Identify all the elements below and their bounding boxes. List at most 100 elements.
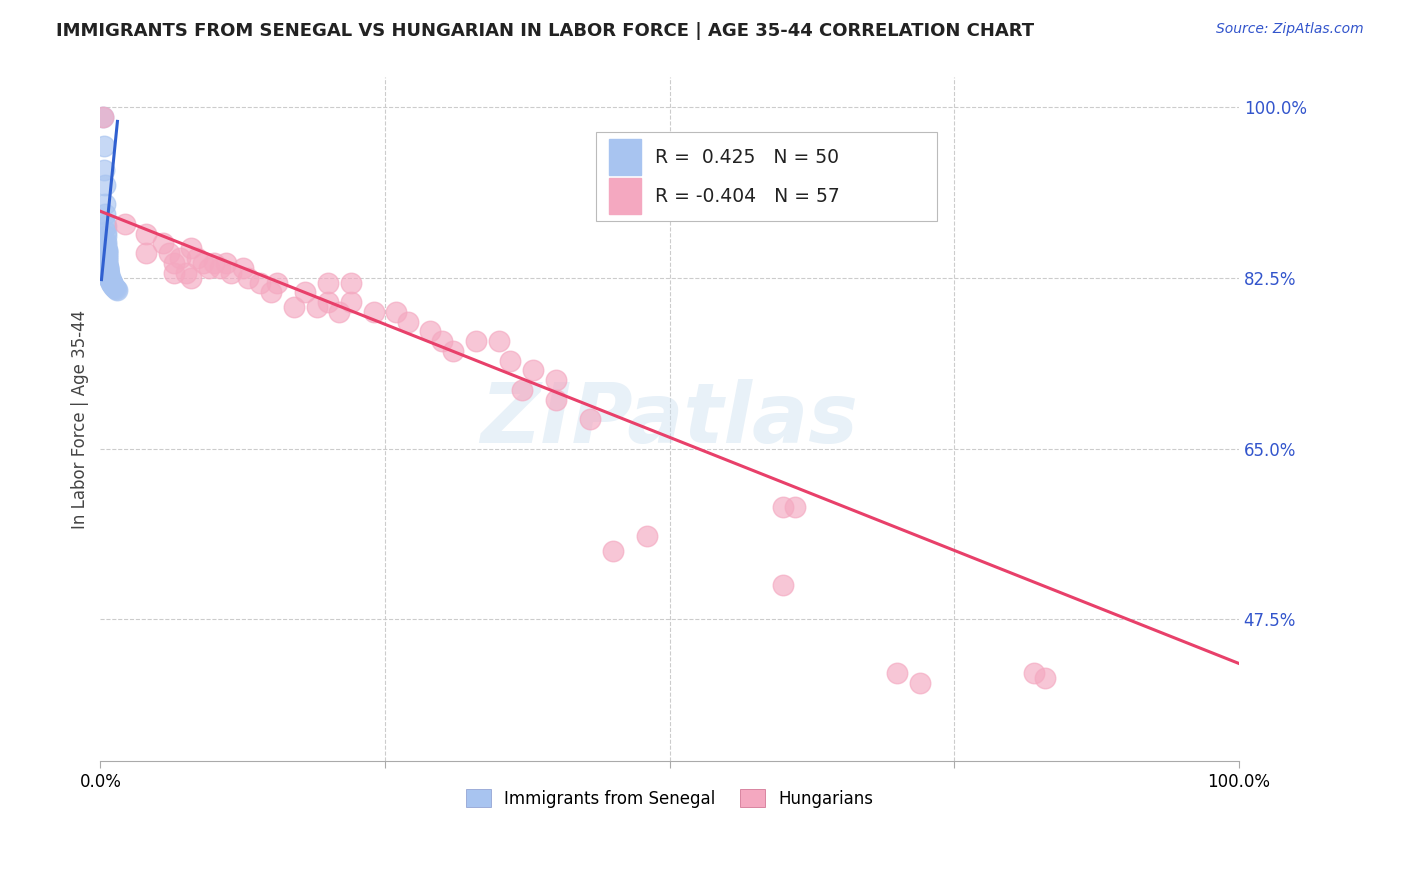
Point — [544, 373, 567, 387]
FancyBboxPatch shape — [609, 139, 641, 175]
Point — [105, 282, 128, 296]
Point — [96, 248, 118, 262]
Point — [180, 270, 202, 285]
Point — [101, 278, 124, 293]
Point — [363, 305, 385, 319]
Point — [772, 500, 794, 515]
Point — [783, 500, 806, 515]
Point — [94, 217, 117, 231]
Point — [94, 225, 117, 239]
Point — [328, 305, 350, 319]
Point — [214, 256, 236, 270]
Point — [96, 246, 118, 260]
Point — [636, 529, 658, 543]
Point — [202, 256, 225, 270]
Point — [94, 241, 117, 255]
Point — [465, 334, 488, 348]
Point — [441, 343, 464, 358]
Point — [94, 219, 117, 233]
Point — [249, 276, 271, 290]
Legend: Immigrants from Senegal, Hungarians: Immigrants from Senegal, Hungarians — [458, 783, 880, 814]
Point — [96, 258, 118, 272]
Point — [886, 666, 908, 681]
Point — [316, 295, 339, 310]
Point — [94, 238, 117, 252]
Point — [1033, 671, 1056, 685]
Point — [100, 277, 122, 292]
Point — [98, 267, 121, 281]
Point — [94, 235, 117, 249]
Point — [135, 246, 157, 260]
Point — [510, 383, 533, 397]
Point — [98, 268, 121, 282]
Point — [98, 270, 121, 285]
Point — [94, 243, 117, 257]
Point — [191, 256, 214, 270]
Point — [340, 276, 363, 290]
Point — [100, 277, 122, 291]
Point — [97, 263, 120, 277]
Y-axis label: In Labor Force | Age 35-44: In Labor Force | Age 35-44 — [72, 310, 89, 529]
Point — [544, 392, 567, 407]
Point — [283, 300, 305, 314]
Point — [96, 254, 118, 268]
Point — [94, 228, 117, 243]
Point — [385, 305, 408, 319]
Point — [96, 244, 118, 259]
Point — [522, 363, 544, 377]
Point — [100, 276, 122, 290]
Point — [96, 250, 118, 264]
Point — [163, 256, 186, 270]
Text: IMMIGRANTS FROM SENEGAL VS HUNGARIAN IN LABOR FORCE | AGE 35-44 CORRELATION CHAR: IMMIGRANTS FROM SENEGAL VS HUNGARIAN IN … — [56, 22, 1035, 40]
Point — [97, 264, 120, 278]
Point — [114, 217, 136, 231]
Point — [316, 276, 339, 290]
Point — [157, 246, 180, 260]
Point — [96, 256, 118, 270]
Point — [96, 244, 118, 258]
Point — [93, 163, 115, 178]
Point — [305, 300, 328, 314]
Point — [208, 260, 231, 275]
Point — [100, 274, 122, 288]
Point — [340, 295, 363, 310]
Point — [103, 280, 125, 294]
Point — [97, 266, 120, 280]
Point — [163, 266, 186, 280]
Point — [91, 110, 114, 124]
Point — [219, 266, 242, 280]
Point — [97, 260, 120, 274]
Point — [430, 334, 453, 348]
Point — [97, 265, 120, 279]
Point — [488, 334, 510, 348]
Point — [152, 236, 174, 251]
Text: ZIPatlas: ZIPatlas — [481, 379, 859, 459]
FancyBboxPatch shape — [596, 132, 936, 221]
Point — [98, 271, 121, 285]
Point — [96, 252, 118, 266]
Point — [98, 269, 121, 284]
Point — [772, 578, 794, 592]
Point — [98, 268, 121, 283]
FancyBboxPatch shape — [609, 178, 641, 214]
Point — [107, 283, 129, 297]
Point — [101, 279, 124, 293]
Point — [94, 197, 117, 211]
Point — [396, 315, 419, 329]
Point — [100, 272, 122, 286]
Point — [169, 251, 191, 265]
Point — [100, 276, 122, 290]
Point — [238, 270, 260, 285]
Point — [91, 110, 114, 124]
Point — [602, 544, 624, 558]
Point — [499, 353, 522, 368]
Point — [294, 285, 316, 300]
Point — [93, 138, 115, 153]
Point — [174, 266, 197, 280]
Point — [94, 178, 117, 192]
Point — [94, 251, 117, 265]
Point — [908, 676, 931, 690]
Point — [135, 227, 157, 241]
Point — [97, 260, 120, 275]
Point — [186, 251, 208, 265]
